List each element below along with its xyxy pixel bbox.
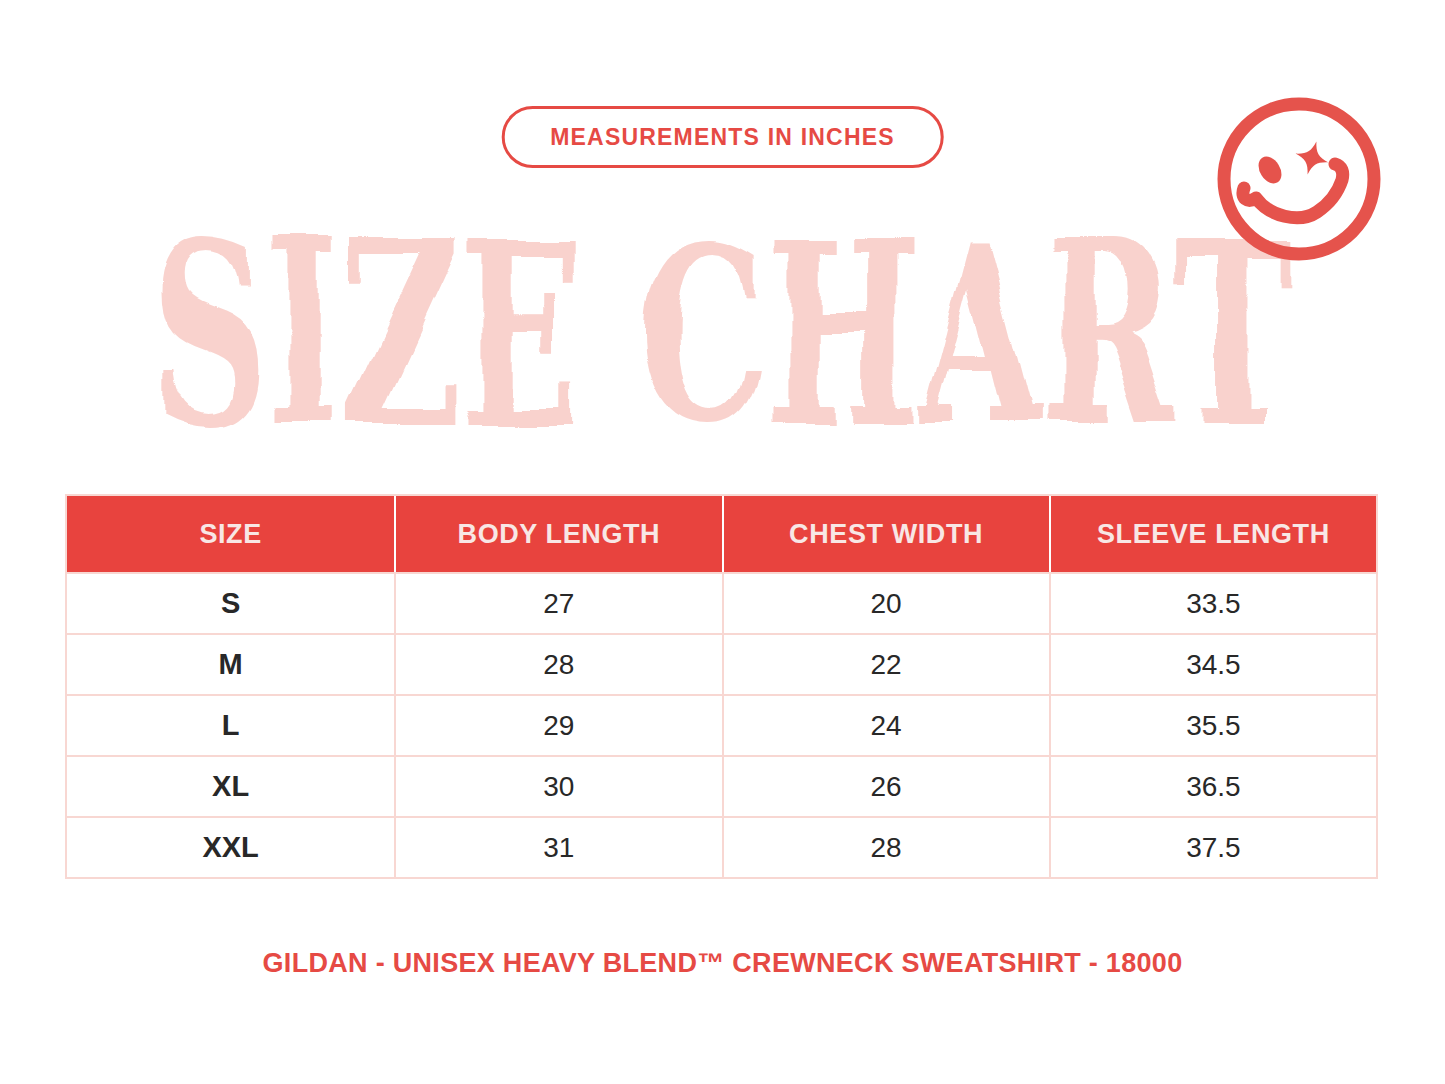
measurement-cell: 37.5	[1049, 816, 1376, 877]
size-cell: XL	[67, 755, 394, 816]
size-cell: M	[67, 633, 394, 694]
measurement-cell: 27	[394, 572, 721, 633]
measurement-cell: 26	[722, 755, 1049, 816]
smiley-left-eye	[1254, 152, 1286, 187]
header-cell-sleeve-length: SLEEVE LENGTH	[1049, 496, 1376, 572]
smiley-sparkle-eye	[1291, 137, 1333, 179]
measurement-cell: 30	[394, 755, 721, 816]
size-cell: S	[67, 572, 394, 633]
header-cell-size: SIZE	[67, 496, 394, 572]
measurement-cell: 34.5	[1049, 633, 1376, 694]
product-name-caption: GILDAN - UNISEX HEAVY BLEND™ CREWNECK SW…	[0, 948, 1445, 979]
size-chart-page: MEASUREMENTS IN INCHES SIZE CHART SIZE B…	[0, 0, 1445, 1084]
measurement-cell: 31	[394, 816, 721, 877]
smiley-face-outline	[1224, 104, 1374, 254]
smiley-smile	[1243, 164, 1343, 218]
measurement-cell: 33.5	[1049, 572, 1376, 633]
measurement-cell: 28	[394, 633, 721, 694]
page-title-text: SIZE CHART	[152, 186, 1292, 482]
measurement-cell: 28	[722, 816, 1049, 877]
measurement-cell: 20	[722, 572, 1049, 633]
size-cell: L	[67, 694, 394, 755]
measurement-cell: 22	[722, 633, 1049, 694]
measurement-cell: 35.5	[1049, 694, 1376, 755]
measurement-cell: 29	[394, 694, 721, 755]
header-cell-chest-width: CHEST WIDTH	[722, 496, 1049, 572]
header-cell-body-length: BODY LENGTH	[394, 496, 721, 572]
page-title: SIZE CHART	[147, 215, 1297, 455]
size-cell: XXL	[67, 816, 394, 877]
measurements-units-label: MEASUREMENTS IN INCHES	[550, 124, 895, 150]
measurement-cell: 36.5	[1049, 755, 1376, 816]
measurement-cell: 24	[722, 694, 1049, 755]
winking-smiley-icon	[1214, 94, 1384, 264]
size-measurements-table: SIZE BODY LENGTH CHEST WIDTH SLEEVE LENG…	[65, 494, 1378, 879]
measurements-units-badge: MEASUREMENTS IN INCHES	[501, 106, 944, 168]
